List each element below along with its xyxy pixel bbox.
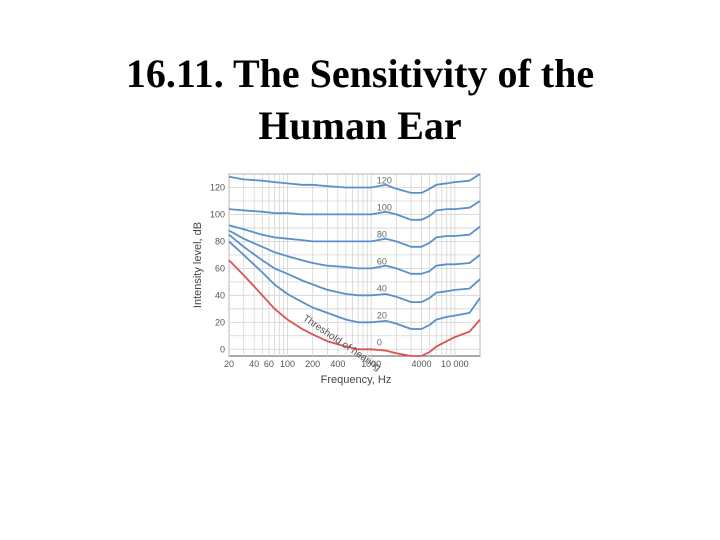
y-axis-label: Intensity level, dB	[192, 222, 204, 308]
x-tick-label: 100	[280, 359, 295, 369]
slide-title-line-1: 16.11. The Sensitivity of the	[125, 51, 595, 96]
y-axis-ticks: 0 20 40 60 80 100 120	[210, 182, 225, 354]
series-line-20db	[228, 240, 481, 330]
y-tick-label: 120	[210, 182, 225, 192]
y-tick-label: 20	[215, 317, 225, 327]
series-label-100db: 100	[377, 202, 392, 212]
x-tick-label: 40	[249, 359, 259, 369]
y-tick-label: 0	[220, 344, 225, 354]
x-tick-label: 400	[330, 359, 345, 369]
x-tick-label: 4000	[412, 359, 432, 369]
y-tick-label: 40	[215, 290, 225, 300]
series-label-20db: 20	[377, 310, 387, 320]
series-lines	[228, 173, 481, 357]
series-label-0db: 0	[377, 337, 382, 347]
series-label-80db: 80	[377, 229, 387, 239]
x-tick-label: 20	[224, 359, 234, 369]
series-line-100db	[228, 200, 481, 221]
series-labels: 0 20 40 60 80 100 120	[377, 175, 392, 347]
equal-loudness-chart: 20 40 60 100 200 400 1000 4000 10 000 0204060801…	[192, 173, 481, 386]
x-tick-label: 1000	[361, 359, 381, 369]
x-tick-label: 10 000	[441, 359, 469, 369]
x-tick-label: 200	[305, 359, 320, 369]
series-label-120db: 120	[377, 175, 392, 185]
slide-title-line-2: Human Ear	[258, 103, 462, 148]
series-line-120db	[228, 173, 481, 194]
series-label-60db: 60	[377, 256, 387, 266]
x-tick-label: 60	[264, 359, 274, 369]
y-tick-label: 60	[215, 263, 225, 273]
series-line-80db	[228, 224, 481, 248]
y-tick-label: 80	[215, 236, 225, 246]
slide-title: 16.11. The Sensitivity of the Human Ear	[0, 48, 720, 152]
x-axis-label: Frequency, Hz	[321, 374, 392, 386]
series-line-60db	[228, 229, 481, 275]
series-line-40db	[228, 234, 481, 303]
series-line-0db	[228, 259, 481, 357]
y-tick-label: 100	[210, 209, 225, 219]
x-axis-ticks: 20 40 60 100 200 400 1000 4000 10 000	[224, 359, 469, 369]
series-label-40db: 40	[377, 283, 387, 293]
